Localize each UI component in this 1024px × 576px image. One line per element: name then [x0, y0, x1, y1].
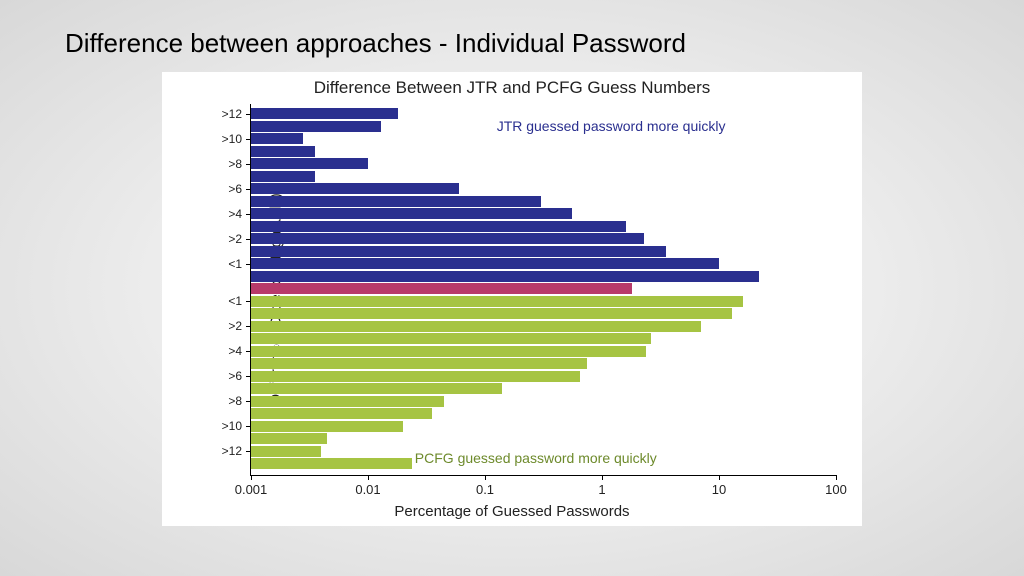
bar: [251, 421, 403, 432]
bar: [251, 408, 432, 419]
chart-title: Difference Between JTR and PCFG Guess Nu…: [162, 78, 862, 98]
bar: [251, 383, 502, 394]
y-tick-mark: [246, 164, 251, 165]
y-tick-label: >10: [202, 132, 242, 146]
x-tick-mark: [719, 475, 720, 480]
bar: [251, 371, 580, 382]
y-tick-mark: [246, 214, 251, 215]
y-tick-label: >8: [202, 157, 242, 171]
bar: [251, 221, 626, 232]
plot-area: 0.0010.010.1110100>12>10>8>6>4>2<1<1>2>4…: [250, 104, 836, 476]
chart-panel: Difference Between JTR and PCFG Guess Nu…: [162, 72, 862, 526]
bar: [251, 433, 327, 444]
y-tick-label: >2: [202, 319, 242, 333]
y-tick-mark: [246, 451, 251, 452]
bar: [251, 183, 459, 194]
chart-annotation: JTR guessed password more quickly: [497, 118, 726, 134]
y-tick-mark: [246, 139, 251, 140]
bar: [251, 196, 541, 207]
slide-title: Difference between approaches - Individu…: [65, 28, 686, 59]
y-tick-mark: [246, 189, 251, 190]
bar: [251, 396, 444, 407]
y-tick-mark: [246, 351, 251, 352]
y-tick-mark: [246, 239, 251, 240]
bar: [251, 233, 644, 244]
y-tick-label: >8: [202, 394, 242, 408]
x-tick-label: 100: [825, 482, 847, 497]
x-tick-mark: [368, 475, 369, 480]
bar: [251, 121, 381, 132]
y-tick-label: >6: [202, 369, 242, 383]
y-tick-mark: [246, 114, 251, 115]
bar: [251, 458, 412, 469]
bar: [251, 283, 632, 294]
x-tick-mark: [251, 475, 252, 480]
bar: [251, 158, 368, 169]
y-tick-mark: [246, 426, 251, 427]
bar: [251, 246, 666, 257]
bar: [251, 208, 572, 219]
bar: [251, 271, 759, 282]
bar: [251, 258, 719, 269]
bar: [251, 133, 303, 144]
x-tick-mark: [836, 475, 837, 480]
x-tick-label: 0.001: [235, 482, 268, 497]
y-tick-label: <1: [202, 257, 242, 271]
x-tick-mark: [602, 475, 603, 480]
x-tick-label: 0.1: [476, 482, 494, 497]
y-tick-label: >4: [202, 344, 242, 358]
bar: [251, 296, 743, 307]
x-tick-label: 0.01: [355, 482, 380, 497]
bar: [251, 358, 587, 369]
y-tick-mark: [246, 401, 251, 402]
chart-annotation: PCFG guessed password more quickly: [415, 450, 657, 466]
y-tick-mark: [246, 301, 251, 302]
bar: [251, 146, 315, 157]
y-tick-label: >4: [202, 207, 242, 221]
y-tick-label: >2: [202, 232, 242, 246]
bar: [251, 308, 732, 319]
bar: [251, 346, 646, 357]
x-tick-label: 1: [598, 482, 605, 497]
y-tick-label: <1: [202, 294, 242, 308]
y-tick-mark: [246, 326, 251, 327]
bar: [251, 108, 398, 119]
y-tick-label: >12: [202, 107, 242, 121]
bar: [251, 446, 321, 457]
bar: [251, 321, 701, 332]
x-tick-label: 10: [712, 482, 726, 497]
y-tick-label: >6: [202, 182, 242, 196]
y-tick-mark: [246, 264, 251, 265]
bar: [251, 171, 315, 182]
y-tick-label: >10: [202, 419, 242, 433]
y-tick-label: >12: [202, 444, 242, 458]
x-tick-mark: [485, 475, 486, 480]
y-tick-mark: [246, 376, 251, 377]
x-axis-label: Percentage of Guessed Passwords: [162, 503, 862, 520]
bar: [251, 333, 651, 344]
